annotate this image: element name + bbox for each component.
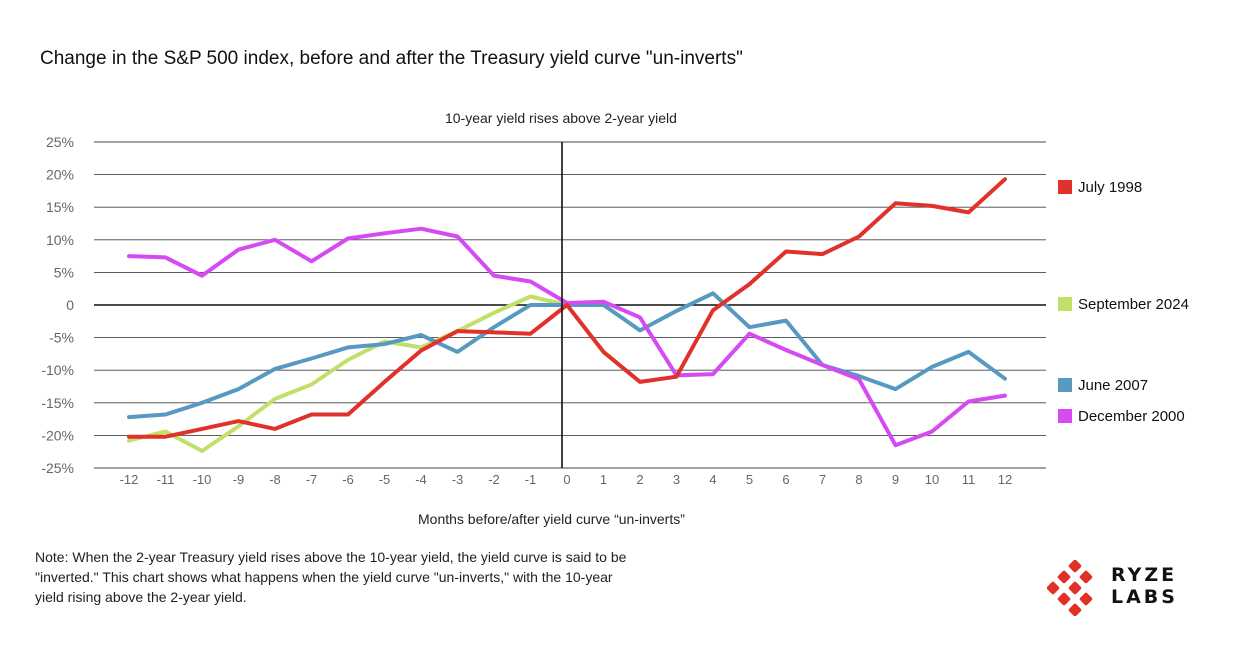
x-tick-label: 2 bbox=[636, 472, 643, 487]
y-tick-label: 5% bbox=[54, 264, 74, 280]
x-tick-label: -5 bbox=[379, 472, 391, 487]
x-tick-label: -8 bbox=[269, 472, 281, 487]
x-tick-label: 0 bbox=[563, 472, 570, 487]
legend-swatch bbox=[1058, 409, 1072, 423]
series-line-december-2000 bbox=[127, 226, 1007, 448]
x-tick-label: -7 bbox=[306, 472, 318, 487]
x-tick-label: 1 bbox=[600, 472, 607, 487]
legend-item-june-2007: June 2007 bbox=[1058, 375, 1148, 395]
legend-item-july-1998: July 1998 bbox=[1058, 177, 1142, 197]
y-tick-label: -5% bbox=[49, 330, 74, 346]
y-tick-label: 25% bbox=[46, 134, 74, 150]
series-lines bbox=[127, 177, 1007, 453]
legend-label: July 1998 bbox=[1078, 178, 1143, 196]
x-axis-tick-labels: -12 -11 -10 -9 -8 -7 -6 -5 -4 -3 -2 -1 0 1 2 3 4 5 6 7 8 9 10 1… bbox=[120, 472, 1013, 487]
logo-tile bbox=[1057, 570, 1071, 584]
logo-tile bbox=[1046, 581, 1060, 595]
x-tick-label: -12 bbox=[120, 472, 139, 487]
logo-tile bbox=[1057, 592, 1071, 606]
x-tick-label: 4 bbox=[709, 472, 716, 487]
x-tick-label: 10 bbox=[925, 472, 939, 487]
legend-item-december-2000: December 2000 bbox=[1058, 406, 1185, 426]
y-tick-label: 0 bbox=[66, 297, 74, 313]
y-tick-label: 15% bbox=[46, 199, 74, 215]
series-line-june-2007 bbox=[127, 291, 1007, 420]
legend-label: June 2007 bbox=[1078, 376, 1149, 394]
chart-title: Change in the S&P 500 index, before and … bbox=[40, 48, 743, 69]
x-tick-label: -11 bbox=[157, 472, 175, 487]
x-tick-label: 8 bbox=[855, 472, 862, 487]
x-tick-label: -2 bbox=[488, 472, 500, 487]
legend-item-september-2024: September 2024 bbox=[1058, 294, 1189, 314]
logo-tile bbox=[1068, 581, 1082, 595]
ryze-logo-mark-icon bbox=[1046, 559, 1093, 617]
legend-label: December 2000 bbox=[1078, 407, 1185, 425]
legend-swatch bbox=[1058, 378, 1072, 392]
series-line-september-2024 bbox=[127, 294, 569, 453]
x-tick-label: 11 bbox=[962, 472, 976, 487]
y-tick-label: 10% bbox=[46, 232, 74, 248]
y-tick-label: -20% bbox=[41, 427, 74, 443]
x-tick-label: 3 bbox=[673, 472, 680, 487]
x-tick-label: -4 bbox=[415, 472, 427, 487]
x-tick-label: -9 bbox=[233, 472, 245, 487]
logo-tile bbox=[1068, 603, 1082, 617]
y-axis-tick-labels: 25% 20% 15% 10% 5% 0 -5% -10% -15% -20% -25% bbox=[41, 134, 74, 476]
x-tick-label: -1 bbox=[525, 472, 537, 487]
logo-tile bbox=[1068, 559, 1082, 573]
x-tick-label: -6 bbox=[342, 472, 354, 487]
x-tick-label: 6 bbox=[782, 472, 789, 487]
y-tick-label: 20% bbox=[46, 167, 74, 183]
logo-tile bbox=[1079, 570, 1093, 584]
legend-swatch bbox=[1058, 297, 1072, 311]
legend-swatch bbox=[1058, 180, 1072, 194]
x-axis-label: Months before/after yield curve “un-inve… bbox=[418, 511, 685, 527]
x-tick-label: -3 bbox=[452, 472, 464, 487]
series-line-july-1998 bbox=[127, 177, 1007, 439]
ryze-labs-logo: RYZE LABS bbox=[1046, 559, 1192, 617]
x-tick-label: 12 bbox=[998, 472, 1012, 487]
y-tick-label: -10% bbox=[41, 362, 74, 378]
logo-wordmark: RYZE LABS bbox=[1111, 564, 1178, 608]
y-tick-label: -25% bbox=[41, 460, 74, 476]
x-tick-label: -10 bbox=[193, 472, 212, 487]
legend-label: September 2024 bbox=[1078, 295, 1189, 313]
x-tick-label: 5 bbox=[746, 472, 753, 487]
chart-subtitle: 10-year yield rises above 2-year yield bbox=[445, 110, 677, 126]
x-tick-label: 9 bbox=[892, 472, 899, 487]
logo-line-1: RYZE bbox=[1111, 564, 1178, 586]
x-tick-label: 7 bbox=[819, 472, 826, 487]
logo-line-2: LABS bbox=[1111, 586, 1178, 608]
chart-note: Note: When the 2-year Treasury yield ris… bbox=[35, 549, 627, 605]
y-tick-label: -15% bbox=[41, 395, 74, 411]
gridlines bbox=[94, 141, 1046, 469]
logo-tile bbox=[1079, 592, 1093, 606]
